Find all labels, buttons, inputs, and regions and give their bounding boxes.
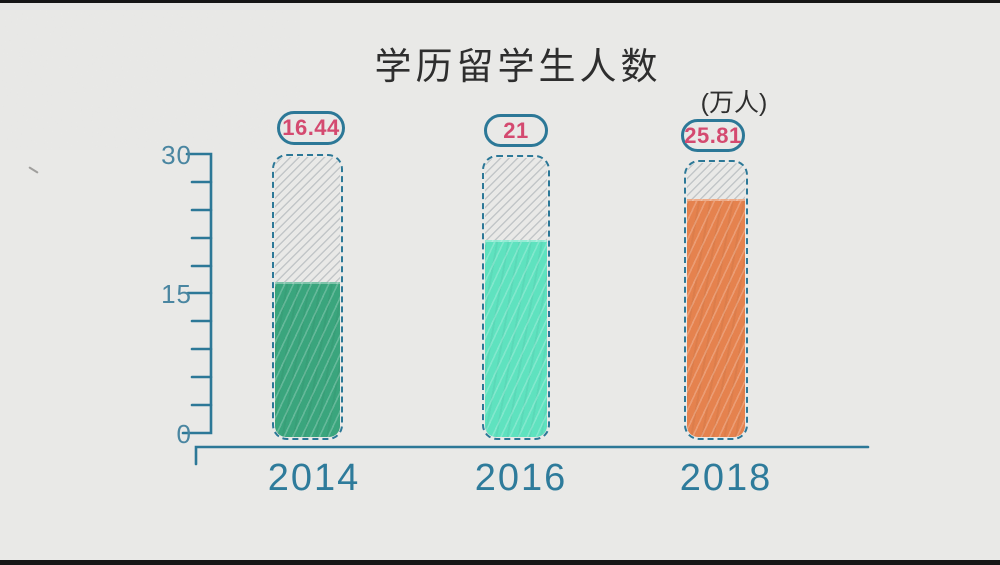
bar-empty-hatch-2014 [275,157,340,437]
value-badge-2018: 25.81 [681,119,745,152]
y-axis-tick-label-0: 0 [176,419,192,449]
bar-fill-2016 [485,239,547,437]
unit-label: (万人) [700,89,768,117]
x-axis-label-2014: 2014 [267,457,361,499]
bar-empty-hatch-2016 [485,158,547,437]
letterbox-top [0,0,1000,3]
value-text-2014: 16.44 [282,115,340,140]
bar-fill-2018 [687,199,745,437]
pencil-stray-mark [28,166,39,174]
value-badge-2016: 21 [484,114,548,147]
value-badge-2014: 16.44 [277,111,345,145]
x-axis-label-2016: 2016 [474,457,568,499]
bar-empty-hatch-2018 [687,163,745,437]
bar-2014 [272,154,343,440]
bar-fill-2014 [275,281,340,437]
paper-texture [0,0,300,150]
value-text-2018: 25.81 [684,122,742,148]
y-axis-tick-label-15: 15 [161,279,192,309]
y-axis-tick-label-30: 30 [161,140,192,170]
letterbox-bottom [0,560,1000,565]
value-text-2016: 21 [503,117,529,143]
bar-2018 [684,160,748,440]
chart-title: 学历留学生人数 [374,46,662,87]
bar-2016 [482,155,550,440]
x-axis-label-2018: 2018 [679,457,773,499]
